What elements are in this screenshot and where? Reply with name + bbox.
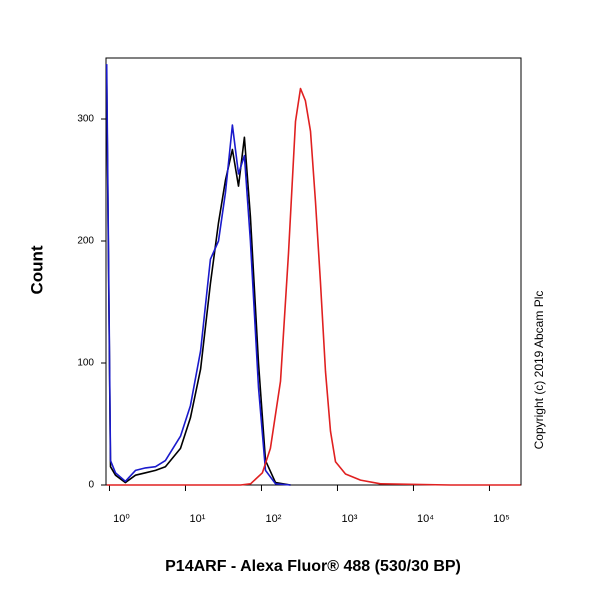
copyright: Copyright (c) 2019 Abcam Plc — [532, 291, 546, 450]
y-tick-label: 300 — [77, 114, 94, 125]
y-axis-label: Count — [27, 245, 46, 294]
x-tick-label: 10⁵ — [493, 513, 510, 525]
x-axis-label: P14ARF - Alexa Fluor® 488 (530/30 BP) — [165, 558, 461, 575]
y-tick-label: 0 — [88, 480, 94, 491]
y-tick-label: 100 — [77, 358, 94, 369]
x-tick-label: 10⁴ — [417, 513, 434, 525]
series-line — [105, 64, 291, 486]
plot-frame — [105, 57, 522, 486]
x-tick-label: 10⁰ — [113, 513, 130, 525]
x-tick-label: 10² — [266, 513, 282, 525]
series-line — [106, 87, 521, 486]
series-line — [105, 82, 291, 486]
y-tick-label: 200 — [77, 236, 94, 247]
x-tick-label: 10³ — [342, 513, 358, 525]
x-tick-label: 10¹ — [190, 513, 206, 525]
